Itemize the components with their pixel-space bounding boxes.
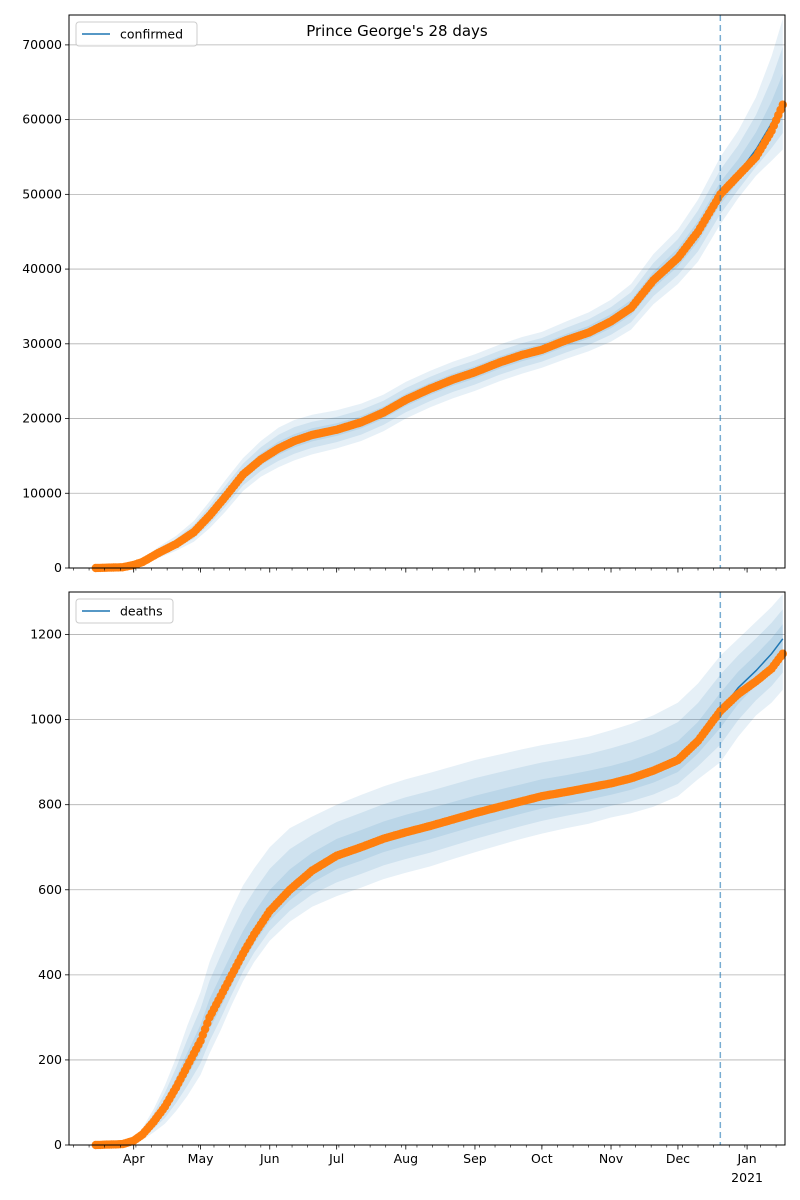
legend-label: deaths — [120, 604, 163, 619]
x-tick-label-7: Nov — [599, 1151, 624, 1166]
axes-frame — [68, 591, 786, 1146]
y-tick-label-5: 50000 — [22, 186, 62, 201]
y-tick-label-6: 1200 — [30, 627, 62, 642]
legend-label: confirmed — [120, 27, 183, 42]
confirmed-panel: 0 10000 20000 30000 40000 50000 60000 70000 conf… — [22, 14, 787, 575]
legend-box — [75, 598, 174, 624]
y-tick-label-6: 60000 — [22, 112, 62, 127]
y-tick-label-0: 0 — [54, 1137, 62, 1152]
x-tick-label-3: Jul — [328, 1151, 344, 1166]
y-tick-label-1: 200 — [38, 1052, 62, 1067]
legend-box — [75, 21, 198, 47]
x-tick-label-0: Apr — [123, 1151, 145, 1166]
confirmed-legend: confirmed — [75, 21, 198, 47]
y-tick-label-1: 10000 — [22, 485, 62, 500]
y-tick-label-3: 30000 — [22, 336, 62, 351]
deaths-panel: 0 200 400 600 800 1000 1200 Apr May Jun Jul Aug Sep O… — [30, 591, 787, 1185]
figure-title: Prince George's 28 days — [306, 22, 488, 40]
deaths-band-0 — [95, 594, 783, 1145]
y-tick-label-2: 20000 — [22, 411, 62, 426]
y-tick-label-4: 800 — [38, 797, 62, 812]
x-tick-sublabel: 2021 — [731, 1170, 763, 1185]
x-tick-label-8: Dec — [666, 1151, 690, 1166]
y-tick-label-7: 70000 — [22, 37, 62, 52]
y-tick-label-0: 0 — [54, 560, 62, 575]
deaths-point-308 — [778, 649, 787, 658]
confirmed-point-308 — [778, 100, 787, 109]
x-tick-label-1: May — [188, 1151, 214, 1166]
x-tick-label-2: Jun — [259, 1151, 280, 1166]
y-tick-label-3: 600 — [38, 882, 62, 897]
axes-frame — [68, 14, 786, 569]
y-tick-label-2: 400 — [38, 967, 62, 982]
x-tick-label-4: Aug — [394, 1151, 418, 1166]
x-tick-label-6: Oct — [531, 1151, 553, 1166]
x-tick-label-9: Jan — [736, 1151, 756, 1166]
x-tick-label-5: Sep — [463, 1151, 487, 1166]
y-tick-label-5: 1000 — [30, 712, 62, 727]
y-tick-label-4: 40000 — [22, 261, 62, 276]
deaths-legend: deaths — [75, 598, 174, 624]
